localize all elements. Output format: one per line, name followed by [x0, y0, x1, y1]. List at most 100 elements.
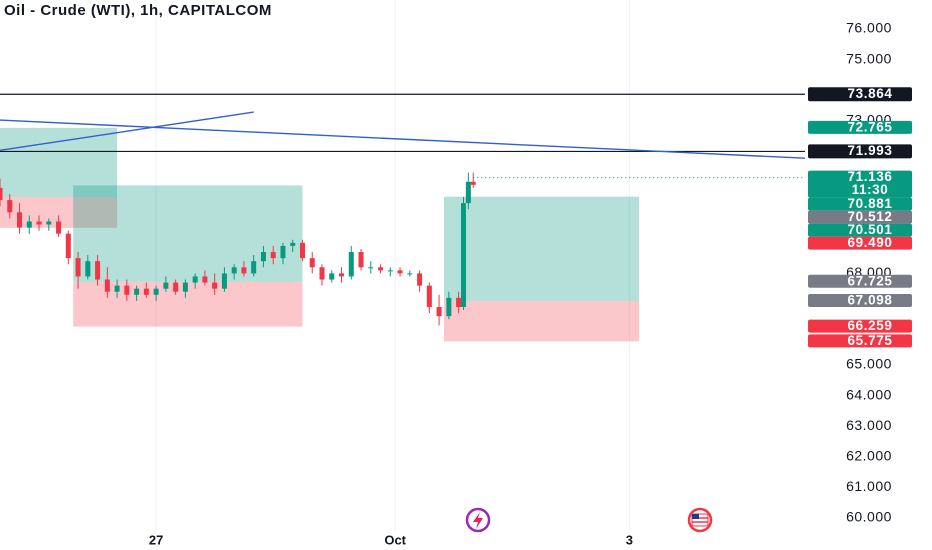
x-tick-label: 3 [626, 532, 633, 547]
candle-body [7, 200, 13, 213]
price-tag [808, 120, 912, 134]
price-tag-label: 69.490 [848, 235, 893, 250]
chart-title: Oil - Crude (WTI), 1h, CAPITALCOM [4, 2, 272, 19]
candle-body [309, 258, 315, 268]
candle-body [114, 285, 120, 292]
candle-body [104, 279, 110, 292]
candle-body [75, 258, 81, 277]
candle-body [470, 181, 476, 185]
candle-body [436, 307, 442, 317]
event-icon[interactable] [465, 507, 491, 533]
price-tag [808, 274, 912, 288]
candle-body [329, 273, 335, 280]
price-tag-label: 66.259 [848, 318, 893, 333]
plot-area [0, 93, 806, 342]
candle-body [163, 282, 169, 289]
candle-body [290, 242, 296, 246]
candle-body [397, 270, 403, 274]
x-tick-label: Oct [384, 532, 406, 547]
candle-body [0, 187, 3, 201]
price-tag [808, 144, 912, 159]
flag-icon[interactable] [687, 507, 713, 533]
candle-body [192, 276, 198, 283]
trend-line [0, 119, 806, 159]
candle-body [134, 288, 140, 295]
candle-body [417, 273, 423, 286]
profit-zone [443, 196, 640, 301]
candle-body [56, 221, 62, 234]
candle-body [368, 267, 374, 269]
y-tick-label: 64.000 [846, 386, 892, 402]
candle-body [387, 270, 393, 272]
y-tick-label: 75.000 [846, 50, 892, 66]
price-tag [808, 210, 912, 224]
price-tag-label: 72.765 [848, 119, 893, 134]
candle-body [426, 285, 432, 308]
loss-zone [443, 300, 640, 342]
price-tag-label: 70.512 [848, 209, 893, 224]
candle-body [251, 261, 257, 274]
candle-body [221, 273, 227, 289]
y-tick-label: 76.000 [846, 20, 892, 36]
price-tag [808, 223, 912, 237]
candle-body [378, 267, 384, 271]
candle-body [202, 276, 208, 283]
profit-zone [73, 185, 303, 282]
price-tag [808, 170, 912, 198]
countdown-label: 11:30 [852, 182, 889, 197]
y-tick-label: 61.000 [846, 478, 892, 494]
price-tag [808, 334, 912, 348]
candle-body [358, 252, 364, 268]
candle-body [65, 233, 71, 259]
candle-body [260, 252, 266, 262]
candle-body [212, 282, 218, 289]
candle-body [46, 221, 52, 225]
candle-body [26, 221, 32, 228]
candle-body [456, 297, 462, 308]
candle-body [339, 273, 345, 277]
candle-body [299, 242, 305, 259]
candle-body [182, 282, 188, 292]
trend-line [0, 111, 254, 151]
x-tick-label: 27 [149, 532, 163, 547]
price-tag-label: 70.501 [848, 222, 893, 237]
candle-body [95, 261, 101, 280]
candle-body [460, 203, 466, 308]
candle-body [348, 252, 354, 277]
candle-body [124, 285, 130, 295]
candle-body [241, 267, 247, 274]
candle-body [36, 221, 42, 225]
price-tag-label: 71.993 [848, 143, 893, 158]
grid [155, 0, 630, 530]
profit-zone [0, 127, 118, 198]
price-tag-label: 67.098 [848, 293, 893, 308]
price-tag-label: 67.725 [848, 273, 893, 288]
candle-body [173, 282, 179, 292]
candle-body [446, 297, 452, 317]
y-tick-label: 60.000 [846, 508, 892, 524]
price-tag-label: 73.864 [848, 86, 893, 101]
price-tag [808, 236, 912, 250]
candle-body [143, 288, 149, 295]
candle-body [465, 181, 471, 204]
candle-body [407, 273, 413, 275]
price-tag-label: 71.136 [848, 169, 893, 184]
price-tag [808, 87, 912, 102]
y-tick-label: 62.000 [846, 447, 892, 463]
candle-body [85, 261, 91, 277]
candle-body [270, 252, 276, 259]
price-tag-label: 70.881 [848, 196, 893, 211]
price-tag [808, 319, 912, 333]
price-axis: 27Oct376.00075.00073.00069.00068.00065.0… [149, 20, 912, 547]
candle-body [153, 288, 159, 295]
y-tick-label: 63.000 [846, 417, 892, 433]
price-tag-label: 65.775 [848, 333, 893, 348]
candle-body [280, 245, 286, 259]
candle-body [319, 267, 325, 280]
candle-body [17, 212, 23, 228]
price-tag [808, 293, 912, 307]
y-tick-label: 65.000 [846, 356, 892, 372]
price-tag [808, 197, 912, 211]
candle-body [231, 267, 237, 274]
